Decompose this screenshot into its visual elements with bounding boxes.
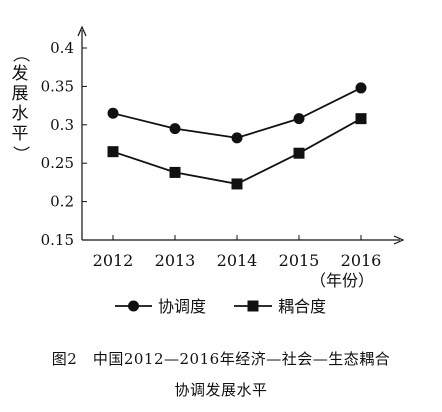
data-point-circle — [231, 132, 243, 144]
data-point-square — [355, 113, 367, 125]
y-axis-label-char: 水 — [11, 104, 29, 124]
data-point-circle — [107, 107, 119, 119]
legend-marker-circle — [128, 300, 139, 312]
y-ticks: 0.15 0.2 0.25 0.3 0.35 0.4 — [41, 39, 87, 249]
data-point-circle — [355, 82, 367, 94]
data-point-circle — [293, 113, 305, 125]
legend-label: 耦合度 — [278, 297, 326, 316]
series-line-1 — [112, 87, 362, 139]
y-axis-arrow — [77, 25, 87, 37]
x-tick-label: 2016 — [341, 251, 382, 270]
legend-label: 协调度 — [158, 297, 206, 316]
data-point-square — [169, 166, 181, 178]
axes — [77, 25, 405, 245]
data-point-square — [231, 178, 243, 190]
y-tick-label: 0.35 — [41, 77, 74, 95]
x-tick-label: 2013 — [155, 251, 196, 270]
y-axis-label-char: 展 — [11, 84, 29, 104]
y-axis-label-char: 平 — [11, 124, 29, 144]
y-tick-label: 0.4 — [50, 39, 74, 57]
y-tick-label: 0.2 — [50, 193, 74, 211]
figure-caption-line1: 图2 中国2012—2016年经济—社会—生态耦合 — [51, 350, 391, 368]
y-axis-label-char: （ — [10, 45, 30, 63]
x-tick-label: 2012 — [93, 251, 134, 270]
data-point-square — [107, 146, 119, 158]
x-axis-suffix: （年份） — [310, 271, 374, 290]
series-group — [107, 82, 367, 190]
y-axis-label: （发展水平） — [8, 44, 32, 164]
figure-caption-line2: 协调发展水平 — [174, 381, 268, 399]
legend-marker-square — [247, 300, 259, 312]
x-ticks: 2012 2013 2014 2015 2016 — [93, 235, 382, 270]
y-tick-label: 0.25 — [41, 154, 74, 172]
x-tick-label: 2014 — [217, 251, 258, 270]
y-axis-label-char: ） — [10, 145, 30, 163]
legend: 协调度 耦合度 — [115, 297, 326, 316]
x-axis-arrow — [393, 235, 405, 245]
series-line-2 — [112, 117, 362, 185]
data-point-square — [293, 147, 305, 159]
y-tick-label: 0.15 — [41, 231, 74, 249]
y-tick-label: 0.3 — [50, 116, 74, 134]
x-tick-label: 2015 — [279, 251, 320, 270]
data-point-circle — [169, 123, 181, 135]
y-axis-label-char: 发 — [11, 64, 29, 84]
